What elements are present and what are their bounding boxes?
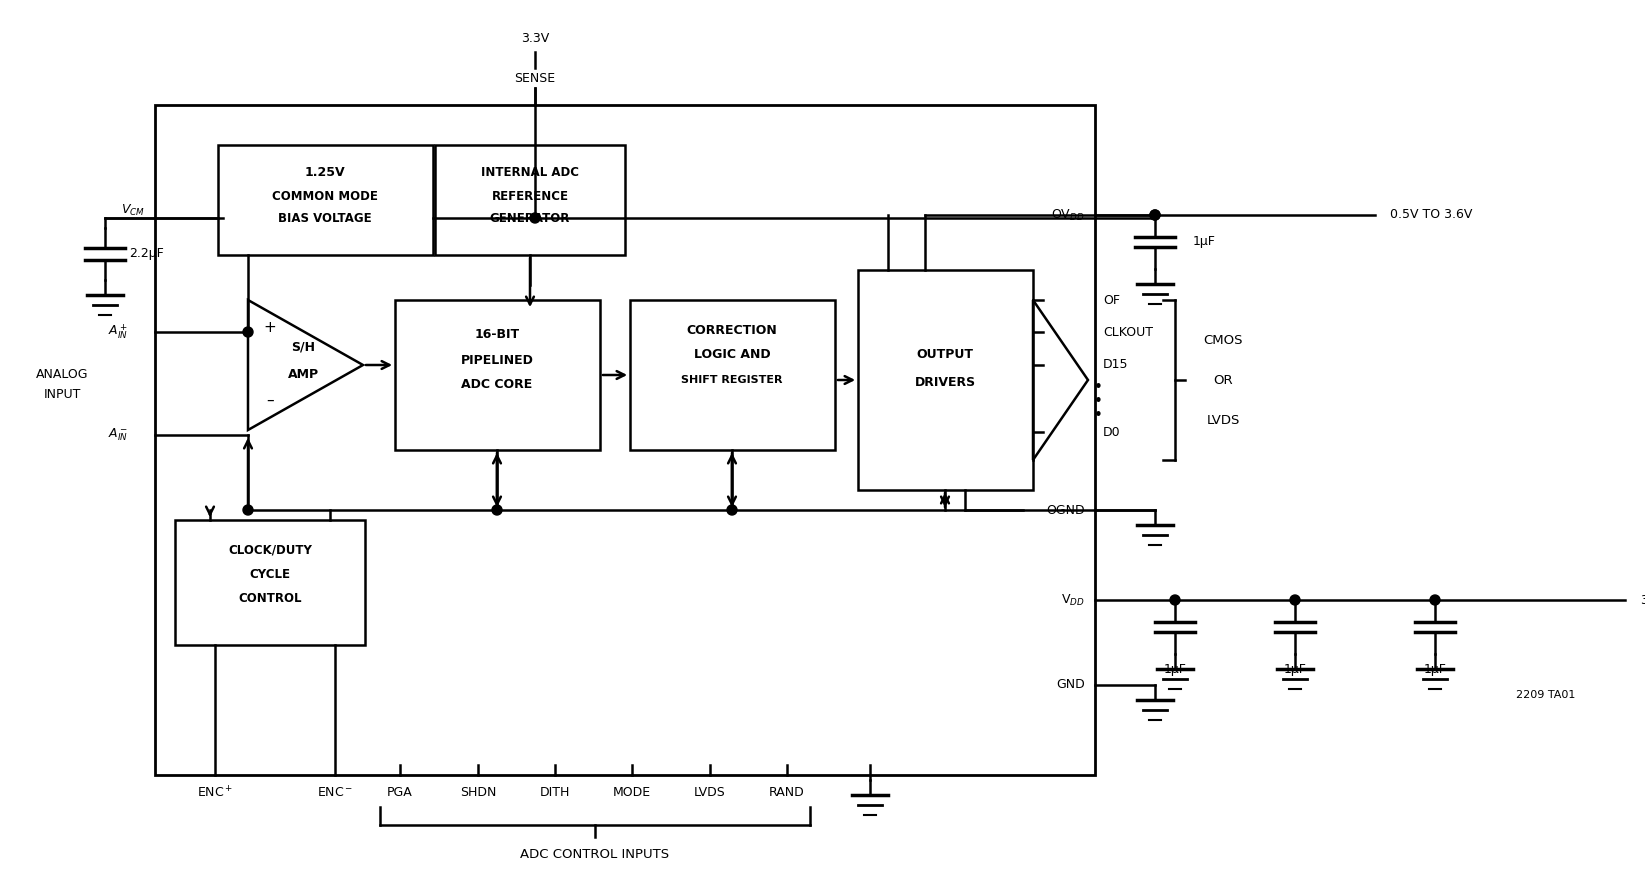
Text: ANALOG: ANALOG xyxy=(36,369,89,382)
Text: INPUT: INPUT xyxy=(43,388,81,401)
Bar xyxy=(155,105,1096,775)
Circle shape xyxy=(727,505,737,515)
Text: CLOCK/DUTY: CLOCK/DUTY xyxy=(229,543,313,557)
Text: •: • xyxy=(1094,394,1102,409)
Text: ENC$^-$: ENC$^-$ xyxy=(317,787,354,799)
Text: 1μF: 1μF xyxy=(1423,663,1446,676)
Text: 1μF: 1μF xyxy=(1193,235,1216,249)
Text: 2.2μF: 2.2μF xyxy=(130,248,165,260)
Circle shape xyxy=(492,505,502,515)
Bar xyxy=(434,145,625,255)
Circle shape xyxy=(1290,595,1300,605)
Circle shape xyxy=(1150,210,1160,220)
Text: –: – xyxy=(266,392,273,407)
Text: $V_{CM}$: $V_{CM}$ xyxy=(122,203,145,218)
Text: $A_{IN}^-$: $A_{IN}^-$ xyxy=(109,427,128,444)
Text: SHDN: SHDN xyxy=(461,787,497,799)
Text: SENSE: SENSE xyxy=(515,71,556,85)
Text: CORRECTION: CORRECTION xyxy=(686,324,778,337)
Text: +: + xyxy=(263,319,276,334)
Circle shape xyxy=(243,505,253,515)
Text: 16-BIT: 16-BIT xyxy=(474,328,520,341)
Text: LVDS: LVDS xyxy=(694,787,725,799)
Bar xyxy=(219,145,433,255)
Bar xyxy=(395,300,600,450)
Text: DRIVERS: DRIVERS xyxy=(915,376,975,388)
Circle shape xyxy=(530,213,540,223)
Text: 3.3V: 3.3V xyxy=(521,32,549,44)
Text: 1μF: 1μF xyxy=(1163,663,1186,676)
Text: CMOS: CMOS xyxy=(1202,333,1242,347)
Text: 2209 TA01: 2209 TA01 xyxy=(1515,690,1574,700)
Text: CONTROL: CONTROL xyxy=(239,592,301,604)
Text: S/H: S/H xyxy=(291,340,314,354)
Bar xyxy=(174,520,365,645)
Text: V$_{DD}$: V$_{DD}$ xyxy=(1061,593,1086,608)
Text: OR: OR xyxy=(1214,373,1232,386)
Text: GENERATOR: GENERATOR xyxy=(490,213,571,226)
Text: LOGIC AND: LOGIC AND xyxy=(694,348,770,362)
Text: ADC CORE: ADC CORE xyxy=(461,378,533,392)
Text: ADC CONTROL INPUTS: ADC CONTROL INPUTS xyxy=(520,848,670,862)
Bar xyxy=(630,300,836,450)
Text: DITH: DITH xyxy=(540,787,571,799)
Circle shape xyxy=(243,327,253,337)
Text: $A_{IN}^+$: $A_{IN}^+$ xyxy=(109,323,128,341)
Text: 1.25V: 1.25V xyxy=(304,167,345,180)
Text: GND: GND xyxy=(1056,678,1086,691)
Text: OGND: OGND xyxy=(1046,504,1086,517)
Text: D0: D0 xyxy=(1104,425,1120,438)
Text: 0.5V TO 3.6V: 0.5V TO 3.6V xyxy=(1390,208,1472,221)
Text: SHIFT REGISTER: SHIFT REGISTER xyxy=(681,375,783,385)
Text: 3.3V: 3.3V xyxy=(1640,594,1645,607)
Text: CYCLE: CYCLE xyxy=(250,569,291,581)
Text: D15: D15 xyxy=(1104,358,1128,371)
Text: PGA: PGA xyxy=(387,787,413,799)
Text: ENC$^+$: ENC$^+$ xyxy=(197,785,234,801)
Circle shape xyxy=(1170,595,1179,605)
Text: CLKOUT: CLKOUT xyxy=(1104,325,1153,339)
Circle shape xyxy=(1150,210,1160,220)
Text: OUTPUT: OUTPUT xyxy=(916,348,974,362)
Text: AMP: AMP xyxy=(288,369,319,382)
Text: PIPELINED: PIPELINED xyxy=(461,354,533,367)
Text: LVDS: LVDS xyxy=(1206,414,1240,427)
Text: INTERNAL ADC: INTERNAL ADC xyxy=(480,167,579,180)
Text: OF: OF xyxy=(1104,294,1120,307)
Text: BIAS VOLTAGE: BIAS VOLTAGE xyxy=(278,213,372,226)
Text: MODE: MODE xyxy=(614,787,651,799)
Text: REFERENCE: REFERENCE xyxy=(492,191,569,204)
Polygon shape xyxy=(248,300,364,430)
Polygon shape xyxy=(1033,300,1087,460)
Text: OV$_{DD}$: OV$_{DD}$ xyxy=(1051,207,1086,222)
Text: COMMON MODE: COMMON MODE xyxy=(271,191,378,204)
Text: •: • xyxy=(1094,380,1102,395)
Bar xyxy=(859,270,1033,490)
Text: •: • xyxy=(1094,408,1102,423)
Circle shape xyxy=(1430,595,1439,605)
Text: 1μF: 1μF xyxy=(1283,663,1306,676)
Text: RAND: RAND xyxy=(770,787,804,799)
